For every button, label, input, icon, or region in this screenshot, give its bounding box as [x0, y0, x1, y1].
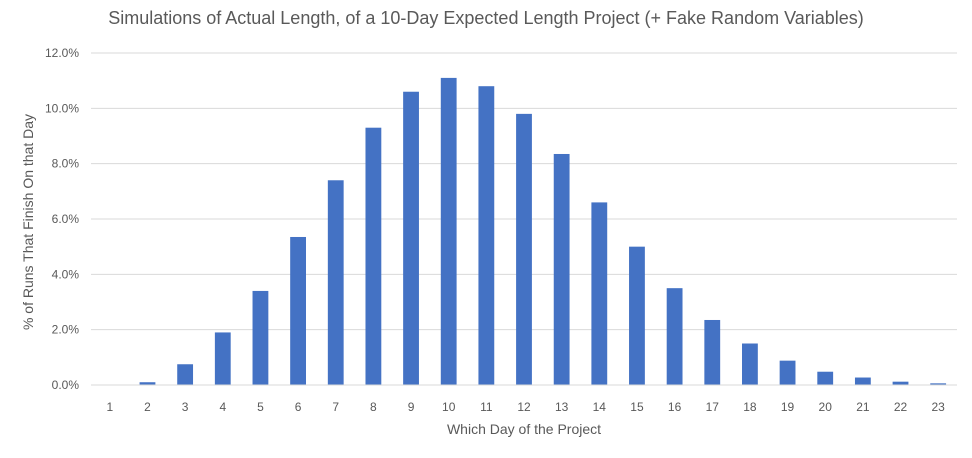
- x-tick-label: 10: [442, 400, 456, 414]
- x-tick-label: 16: [668, 400, 682, 414]
- bar: [252, 290, 269, 385]
- bar: [629, 246, 645, 385]
- y-tick-label: 8.0%: [52, 157, 80, 171]
- bar: [365, 127, 382, 385]
- x-tick-label: 17: [706, 400, 720, 414]
- x-tick-label: 18: [743, 400, 757, 414]
- x-tick-label: 12: [517, 400, 531, 414]
- y-tick-label: 12.0%: [45, 46, 79, 60]
- x-tick-label: 2: [144, 400, 151, 414]
- x-tick-label: 5: [257, 400, 264, 414]
- bar: [930, 383, 947, 385]
- chart-title: Simulations of Actual Length, of a 10-Da…: [108, 8, 864, 28]
- x-tick-label: 3: [182, 400, 189, 414]
- y-tick-label: 10.0%: [45, 101, 79, 115]
- y-axis-title: % of Runs That Finish On that Day: [20, 113, 36, 331]
- y-tick-label: 2.0%: [52, 323, 80, 337]
- bar: [327, 180, 344, 385]
- bar: [214, 332, 231, 385]
- x-tick-label: 4: [219, 400, 226, 414]
- x-tick-label: 20: [819, 400, 833, 414]
- x-tick-label: 11: [480, 400, 493, 414]
- y-tick-label: 4.0%: [52, 267, 80, 281]
- bar: [553, 153, 570, 385]
- bar: [854, 377, 871, 385]
- bar: [139, 382, 156, 385]
- bar: [591, 202, 608, 385]
- x-tick-label: 13: [555, 400, 569, 414]
- x-axis-title: Which Day of the Project: [446, 421, 602, 437]
- bar: [478, 86, 495, 385]
- bar: [742, 343, 758, 385]
- x-tick-label: 1: [106, 400, 113, 414]
- bar: [516, 113, 532, 385]
- x-tick-label: 22: [894, 400, 908, 414]
- bar: [177, 364, 194, 385]
- x-tick-label: 7: [332, 400, 339, 414]
- x-tick-label: 8: [370, 400, 377, 414]
- y-tick-label: 6.0%: [52, 212, 80, 226]
- bar: [290, 236, 306, 385]
- x-tick-label: 15: [630, 400, 644, 414]
- x-tick-label: 23: [931, 400, 945, 414]
- x-tick-label: 21: [856, 400, 870, 414]
- bar: [704, 319, 721, 385]
- bar: [892, 381, 909, 385]
- bar: [817, 371, 834, 385]
- y-tick-label: 0.0%: [52, 378, 80, 392]
- bar: [779, 360, 796, 385]
- x-tick-label: 19: [781, 400, 795, 414]
- x-tick-label: 14: [593, 400, 607, 414]
- x-tick-label: 6: [295, 400, 302, 414]
- bar: [403, 91, 419, 385]
- bar: [666, 288, 683, 385]
- x-tick-label: 9: [408, 400, 415, 414]
- bar: [440, 77, 457, 386]
